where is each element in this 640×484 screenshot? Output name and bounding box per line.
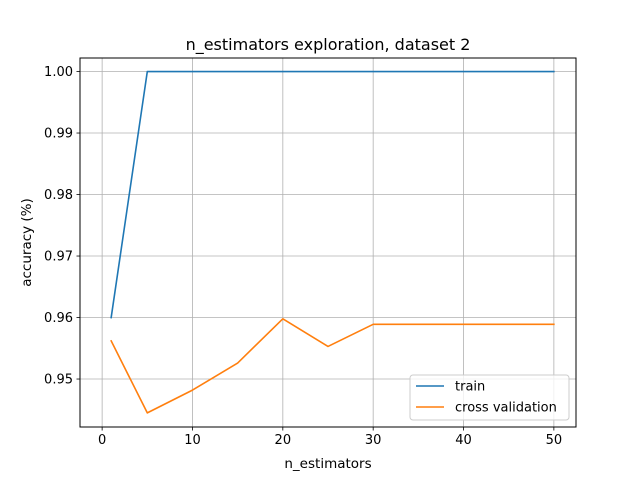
series-line-train <box>110 70 555 319</box>
legend-label: train <box>455 380 485 395</box>
x-tick-label: 30 <box>365 433 382 448</box>
y-tick-label: 0.97 <box>44 250 73 265</box>
y-axis-label: accuracy (%) <box>19 198 35 287</box>
x-tick-label: 10 <box>184 433 201 448</box>
legend: train cross validation <box>409 374 570 421</box>
series-line-cross-validation <box>110 317 555 414</box>
y-tick-label: 1.00 <box>44 65 73 80</box>
series-lines <box>110 70 555 414</box>
x-tick-label: 20 <box>275 433 292 448</box>
y-tick-label: 0.98 <box>44 188 73 203</box>
x-tick-label: 50 <box>546 433 563 448</box>
legend-label: cross validation <box>455 401 557 416</box>
grid-lines <box>80 58 576 427</box>
chart-title: n_estimators exploration, dataset 2 <box>186 35 471 55</box>
y-tick-label: 0.99 <box>44 127 73 142</box>
x-tick-label: 40 <box>455 433 472 448</box>
y-tick-label: 0.95 <box>44 373 73 388</box>
legend-box <box>409 374 570 421</box>
y-axis-ticks: 0.95 0.96 0.97 0.98 0.99 1.00 <box>44 65 80 388</box>
x-axis-ticks: 0 10 20 30 40 50 <box>98 427 562 448</box>
x-axis-label: n_estimators <box>284 456 371 472</box>
x-tick-label: 0 <box>98 433 106 448</box>
y-tick-label: 0.96 <box>44 311 73 326</box>
plot-frame <box>79 57 577 428</box>
